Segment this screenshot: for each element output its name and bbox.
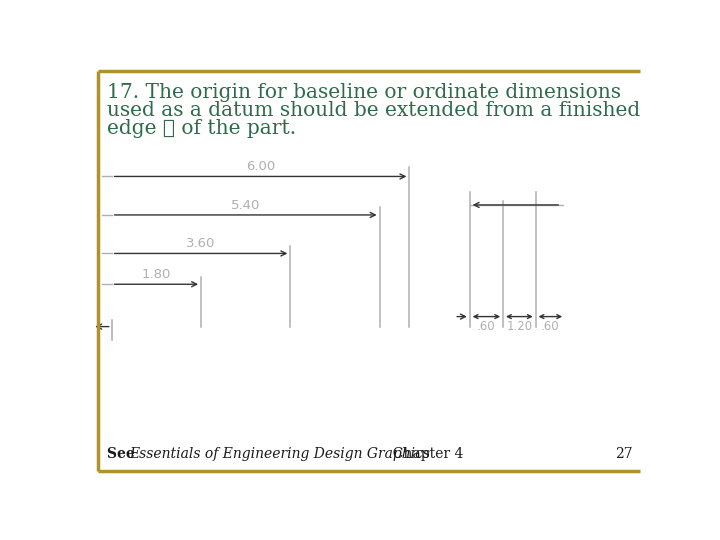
Text: 1.20: 1.20 xyxy=(506,320,532,333)
Text: 27: 27 xyxy=(615,447,632,461)
Text: 17. The origin for baseline or ordinate dimensions: 17. The origin for baseline or ordinate … xyxy=(107,83,621,102)
Text: Chapter 4: Chapter 4 xyxy=(384,447,464,461)
Text: 1.80: 1.80 xyxy=(142,268,171,281)
Text: 3.60: 3.60 xyxy=(186,238,216,251)
Text: .60: .60 xyxy=(541,320,559,333)
Text: See: See xyxy=(107,447,140,461)
Text: .60: .60 xyxy=(477,320,496,333)
Text: Essentials of Engineering Design Graphics: Essentials of Engineering Design Graphic… xyxy=(129,447,430,461)
Text: 6.00: 6.00 xyxy=(246,160,275,173)
Text: used as a datum should be extended from a finished: used as a datum should be extended from … xyxy=(107,101,640,120)
Text: edge ☑ of the part.: edge ☑ of the part. xyxy=(107,119,296,138)
Text: 5.40: 5.40 xyxy=(231,199,261,212)
